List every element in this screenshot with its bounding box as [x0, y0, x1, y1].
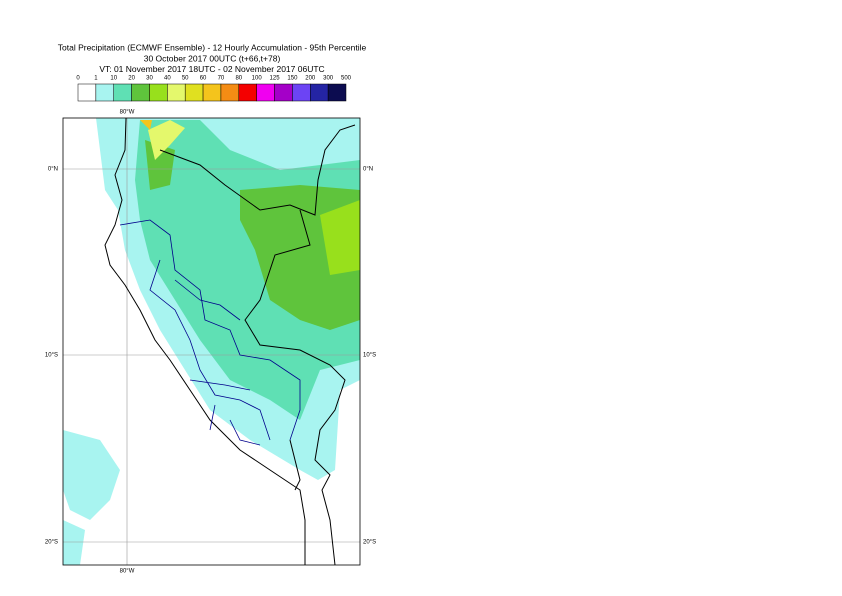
legend-label: 10 [110, 76, 117, 82]
precip-area [320, 200, 360, 275]
latitude-label: 0°N [363, 167, 373, 173]
legend-swatch [167, 83, 186, 102]
longitude-label: 80°W [120, 569, 135, 575]
legend-swatch [274, 83, 293, 102]
legend-label: 50 [182, 76, 189, 82]
legend-swatch [220, 83, 240, 102]
legend-label: 300 [323, 76, 334, 82]
legend-label: 80 [235, 76, 242, 82]
legend-label: 150 [287, 76, 298, 82]
legend-label: 40 [164, 76, 171, 82]
latitude-label: 10°S [363, 353, 376, 359]
legend-label: 20 [128, 76, 135, 82]
color-legend: 0 1 10 20 30 40 50 60 70 80 100 125 150 200 300 500 [76, 76, 352, 102]
legend-swatch [202, 83, 222, 102]
title-line: VT: 01 November 2017 18UTC - 02 November… [99, 64, 324, 74]
latitude-label: 20°S [45, 540, 58, 546]
legend-swatch [184, 83, 204, 102]
precip-area [63, 430, 120, 520]
title-line: 30 October 2017 00UTC (t+66,t+78) [144, 53, 281, 63]
legend-swatch [310, 83, 329, 102]
legend-label: 125 [270, 76, 281, 82]
region-border [119, 219, 301, 446]
legend-swatch [113, 83, 132, 102]
latitude-label: 10°S [45, 353, 58, 359]
legend-swatch [149, 83, 168, 102]
legend-label: 70 [218, 76, 225, 82]
legend-swatch [327, 83, 347, 102]
legend-swatch [256, 83, 275, 102]
legend-label: 1 [94, 76, 98, 82]
latitude-label: 20°S [363, 540, 376, 546]
legend-label: 0 [76, 76, 80, 82]
legend-swatch [95, 83, 114, 102]
precip-area [148, 120, 185, 160]
title-line: Total Precipitation (ECMWF Ensemble) - 1… [58, 42, 367, 52]
legend-label: 500 [341, 76, 352, 82]
precip-area [140, 120, 152, 130]
coastline [104, 118, 306, 565]
legend-label: 100 [252, 76, 263, 82]
legend-label: 200 [305, 76, 316, 82]
map-area [63, 118, 360, 565]
latitude-label: 0°N [48, 167, 58, 173]
longitude-label: 80°W [120, 110, 135, 116]
precip-area [63, 520, 85, 565]
country-border [159, 124, 356, 565]
legend-swatch [77, 83, 97, 102]
legend-swatch [292, 83, 311, 102]
legend-swatch [131, 83, 150, 102]
legend-label: 60 [200, 76, 207, 82]
legend-swatch [238, 83, 257, 102]
legend-label: 30 [146, 76, 153, 82]
map-frame [62, 117, 361, 566]
